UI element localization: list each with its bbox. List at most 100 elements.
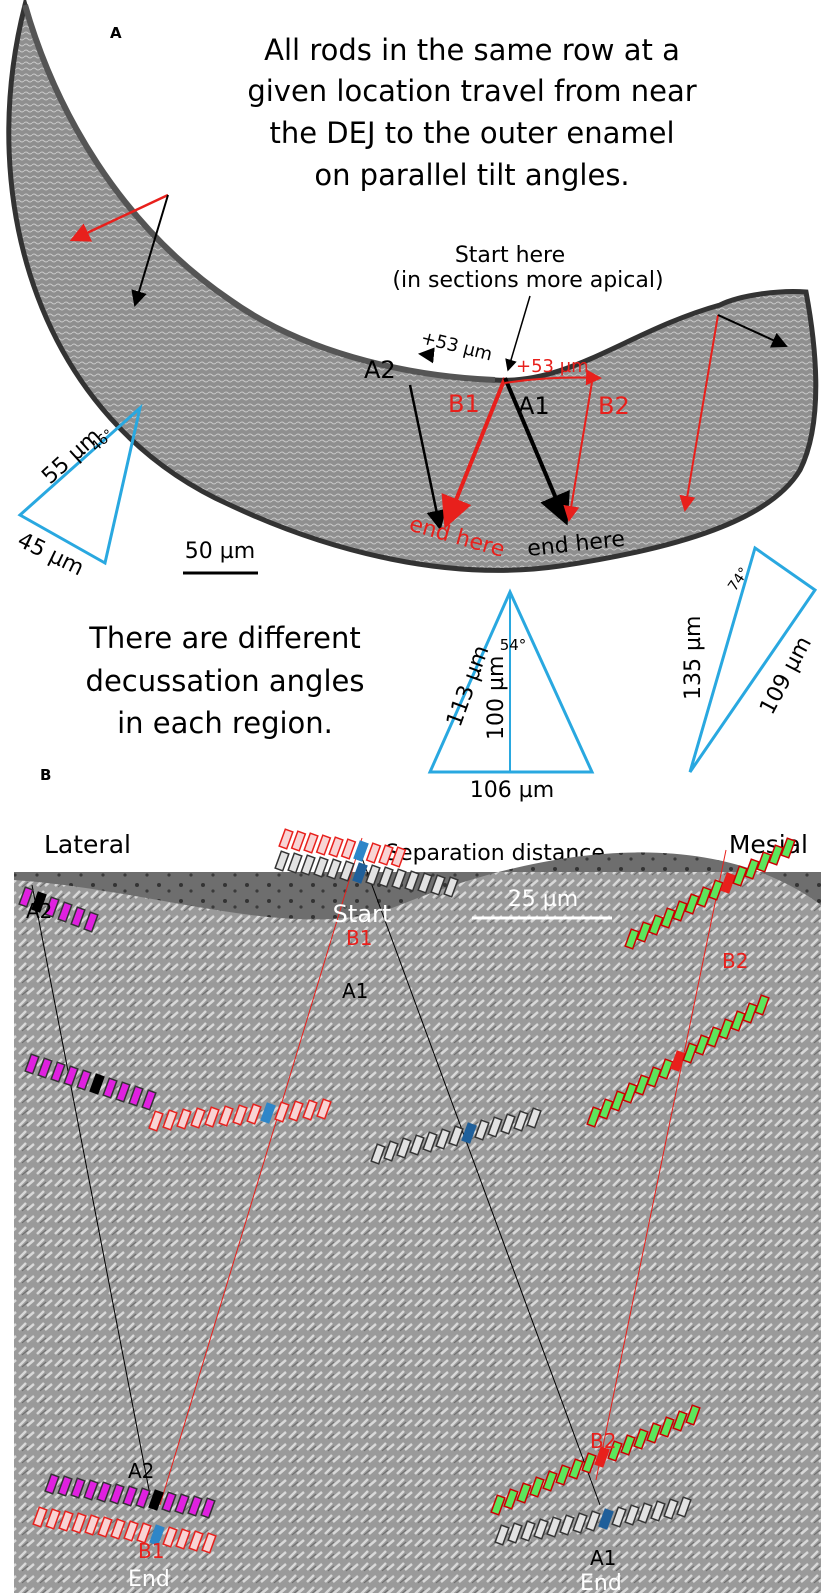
rod xyxy=(443,876,459,898)
rod xyxy=(260,1102,276,1124)
rod xyxy=(684,893,700,915)
rod xyxy=(620,1434,636,1456)
rod xyxy=(316,1098,332,1120)
caption-line: the DEJ to the outer enamel xyxy=(270,116,675,150)
rod xyxy=(326,858,342,880)
rod xyxy=(70,1477,86,1499)
rod xyxy=(365,864,381,886)
rod xyxy=(435,1128,451,1150)
rod xyxy=(188,1530,204,1552)
side-label: 55 µm xyxy=(37,424,106,490)
triangle xyxy=(17,403,143,566)
note-line: There are different xyxy=(88,621,361,655)
height-label: 100 µm xyxy=(484,656,509,740)
rod xyxy=(141,1089,157,1111)
rod xyxy=(378,866,394,888)
rod xyxy=(288,1100,304,1122)
rod xyxy=(200,1497,216,1519)
rod xyxy=(110,1518,126,1540)
rod xyxy=(417,872,433,894)
rod xyxy=(520,1520,536,1542)
rod xyxy=(123,1520,139,1542)
scale-label: 50 µm xyxy=(185,539,255,564)
rod xyxy=(672,1410,688,1432)
rod xyxy=(646,1422,662,1444)
rod xyxy=(315,834,332,856)
end-label: End xyxy=(580,1571,622,1593)
rod xyxy=(598,1508,614,1530)
rod xyxy=(663,1498,679,1520)
start-note: Start here xyxy=(455,243,565,268)
rod xyxy=(676,1496,692,1518)
rod xyxy=(274,850,290,872)
rod xyxy=(572,1512,588,1534)
note-line: in each region. xyxy=(117,706,333,740)
rod xyxy=(494,1524,510,1546)
rod xyxy=(594,1446,610,1468)
rod xyxy=(650,1500,666,1522)
rod xyxy=(487,1116,503,1138)
rod xyxy=(696,886,712,908)
rod xyxy=(742,1002,758,1024)
rod xyxy=(568,1458,584,1480)
rod xyxy=(390,846,407,868)
rod-label: B2 xyxy=(590,1429,616,1453)
rod xyxy=(526,1107,542,1129)
rod xyxy=(383,1140,399,1162)
angle-label: 54° xyxy=(500,636,527,654)
rod xyxy=(71,1512,87,1534)
rod xyxy=(500,1113,516,1135)
rod xyxy=(135,1487,151,1509)
note-line: decussation angles xyxy=(86,664,365,698)
rod-paths xyxy=(31,837,727,1506)
rod xyxy=(370,1143,386,1165)
rod xyxy=(422,1131,438,1153)
rod xyxy=(57,901,73,923)
rod xyxy=(658,1058,674,1080)
arrows xyxy=(69,193,788,531)
rod xyxy=(730,1010,746,1032)
rod xyxy=(24,1053,40,1075)
rod xyxy=(682,1042,698,1064)
rod-label: A1 xyxy=(342,979,368,1003)
rod xyxy=(378,844,394,866)
rod xyxy=(218,1105,234,1127)
rod xyxy=(353,840,369,862)
side-label: 45 µm xyxy=(13,528,87,581)
rod-label: B1 xyxy=(346,926,372,950)
rod xyxy=(287,852,303,874)
rod xyxy=(89,1073,105,1095)
rod xyxy=(633,1428,649,1450)
rod xyxy=(174,1493,190,1515)
rod xyxy=(513,1110,529,1132)
rod xyxy=(109,1483,125,1505)
rod xyxy=(659,1416,675,1438)
rod xyxy=(533,1518,549,1540)
caption-line: given location travel from near xyxy=(247,74,696,108)
rod xyxy=(610,1090,626,1112)
rod xyxy=(161,1491,177,1513)
rod xyxy=(490,1494,506,1516)
micrograph xyxy=(14,872,821,1593)
rod xyxy=(232,1104,248,1126)
rod xyxy=(352,862,368,884)
rod xyxy=(409,1134,425,1156)
rod xyxy=(448,1125,464,1147)
side-heading: Lateral xyxy=(44,830,131,859)
rod xyxy=(84,1514,100,1536)
rod-label: B1 xyxy=(448,390,480,418)
rod xyxy=(149,1524,165,1546)
rod xyxy=(474,1119,490,1141)
rod-label: A2 xyxy=(26,899,52,923)
rod xyxy=(706,1026,722,1048)
rod xyxy=(555,1464,571,1486)
rod xyxy=(45,1508,61,1530)
rod xyxy=(670,1050,686,1072)
end-label: End xyxy=(128,1567,170,1592)
rod xyxy=(598,1098,614,1120)
rod xyxy=(274,1101,290,1123)
rod xyxy=(148,1110,164,1132)
rod xyxy=(175,1528,191,1550)
rod xyxy=(780,837,796,859)
